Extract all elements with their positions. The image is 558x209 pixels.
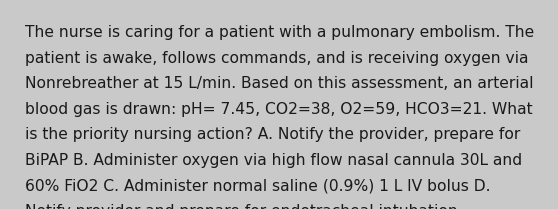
Text: is the priority nursing action? A. Notify the provider, prepare for: is the priority nursing action? A. Notif… [25,127,521,142]
Text: Nonrebreather at 15 L/min. Based on this assessment, an arterial: Nonrebreather at 15 L/min. Based on this… [25,76,533,91]
Text: The nurse is caring for a patient with a pulmonary embolism. The: The nurse is caring for a patient with a… [25,25,535,40]
Text: 60% FiO2 C. Administer normal saline (0.9%) 1 L IV bolus D.: 60% FiO2 C. Administer normal saline (0.… [25,178,490,193]
Text: blood gas is drawn: pH= 7.45, CO2=38, O2=59, HCO3=21. What: blood gas is drawn: pH= 7.45, CO2=38, O2… [25,102,533,117]
Text: Notify provider and prepare for endotracheal intubation: Notify provider and prepare for endotrac… [25,204,458,209]
Text: BiPAP B. Administer oxygen via high flow nasal cannula 30L and: BiPAP B. Administer oxygen via high flow… [25,153,522,168]
Text: patient is awake, follows commands, and is receiving oxygen via: patient is awake, follows commands, and … [25,51,528,66]
